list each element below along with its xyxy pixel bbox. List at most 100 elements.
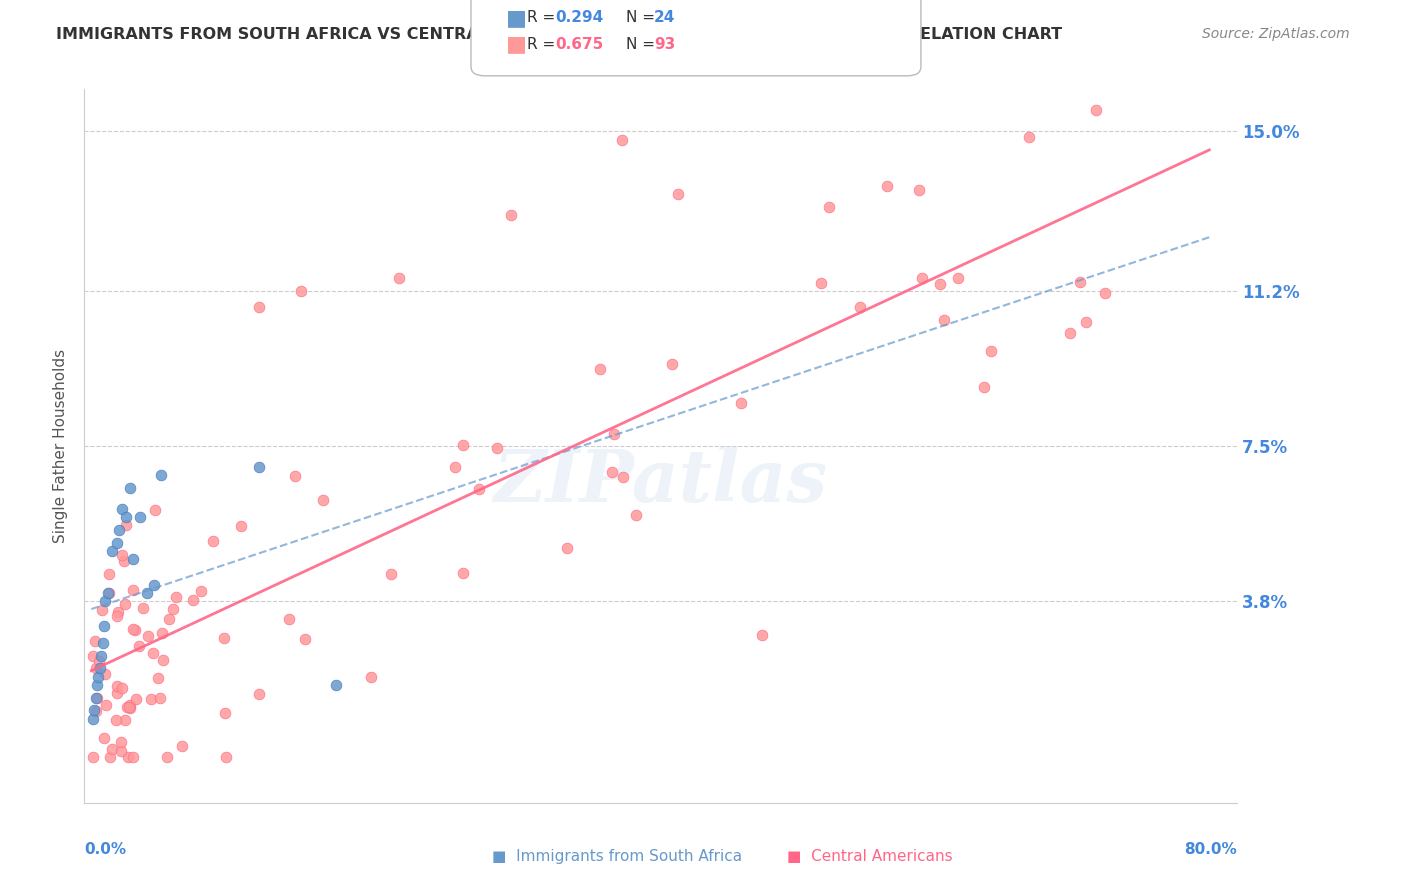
Point — [120, 481, 142, 495]
Point — [122, 552, 145, 566]
Text: 24: 24 — [654, 11, 675, 25]
Point — [388, 271, 411, 285]
Point — [929, 277, 952, 292]
Text: 80.0%: 80.0% — [1184, 842, 1237, 857]
Point — [94, 667, 117, 681]
Point — [730, 396, 752, 410]
Point — [149, 691, 172, 706]
Point — [980, 343, 1002, 358]
Point — [91, 603, 114, 617]
Point — [247, 460, 270, 475]
Point — [612, 132, 634, 146]
Point — [97, 586, 120, 600]
Point — [89, 654, 111, 668]
Point — [156, 749, 179, 764]
Point — [141, 692, 163, 706]
Point — [451, 437, 474, 451]
Point — [125, 692, 148, 706]
Point — [229, 519, 252, 533]
Point — [120, 701, 142, 715]
Point — [810, 277, 832, 291]
Point — [110, 744, 132, 758]
Point — [911, 271, 934, 285]
Point — [87, 670, 110, 684]
Point — [380, 567, 402, 582]
Point — [1094, 286, 1116, 301]
Point — [108, 523, 131, 537]
Text: N =: N = — [626, 11, 659, 25]
Point — [190, 583, 212, 598]
Point — [136, 629, 159, 643]
Text: 0.675: 0.675 — [555, 37, 603, 52]
Point — [626, 508, 648, 522]
Point — [124, 623, 146, 637]
Text: R =: R = — [527, 37, 561, 52]
Text: ■  Central Americans: ■ Central Americans — [787, 849, 953, 863]
Point — [115, 510, 138, 524]
Point — [181, 593, 204, 607]
Point — [162, 602, 184, 616]
Point — [121, 583, 143, 598]
Point — [247, 687, 270, 701]
Point — [93, 731, 115, 745]
Point — [114, 517, 136, 532]
Point — [101, 742, 124, 756]
Point — [118, 700, 141, 714]
Point — [612, 470, 634, 484]
Point — [101, 544, 124, 558]
Point — [150, 468, 173, 483]
Point — [150, 626, 173, 640]
Point — [284, 469, 307, 483]
Text: R =: R = — [527, 11, 561, 25]
Point — [215, 749, 238, 764]
Point — [93, 619, 115, 633]
Point — [818, 201, 841, 215]
Point — [104, 713, 127, 727]
Point — [128, 639, 150, 653]
Y-axis label: Single Father Households: Single Father Households — [53, 349, 69, 543]
Point — [486, 441, 509, 455]
Point — [129, 510, 152, 524]
Point — [444, 459, 467, 474]
Point — [112, 554, 135, 568]
Point — [89, 661, 111, 675]
Point — [1074, 314, 1097, 328]
Point — [278, 611, 301, 625]
Text: ■: ■ — [506, 35, 527, 54]
Text: 93: 93 — [654, 37, 675, 52]
Text: ■: ■ — [506, 8, 527, 28]
Point — [600, 465, 623, 479]
Point — [172, 739, 194, 754]
Point — [82, 648, 104, 663]
Point — [214, 706, 236, 720]
Point — [94, 698, 117, 712]
Text: ZIPatlas: ZIPatlas — [494, 446, 828, 517]
Point — [143, 577, 166, 591]
Point — [82, 712, 104, 726]
Point — [98, 749, 121, 764]
Point — [111, 548, 134, 562]
Point — [105, 686, 128, 700]
Point — [202, 534, 225, 549]
Point — [146, 671, 169, 685]
Point — [107, 605, 129, 619]
Point — [157, 612, 180, 626]
Point — [114, 597, 136, 611]
Point — [212, 631, 235, 645]
Point — [499, 208, 522, 222]
Point — [946, 271, 969, 285]
Point — [325, 678, 347, 692]
Point — [312, 492, 335, 507]
Point — [290, 284, 312, 298]
Point — [142, 646, 165, 660]
Point — [131, 601, 153, 615]
Point — [91, 636, 114, 650]
Text: 0.294: 0.294 — [555, 11, 603, 25]
Point — [94, 594, 117, 608]
Point — [152, 652, 174, 666]
Point — [1059, 326, 1081, 340]
Point — [666, 187, 689, 202]
Point — [136, 586, 159, 600]
Point — [661, 357, 683, 371]
Point — [84, 661, 107, 675]
